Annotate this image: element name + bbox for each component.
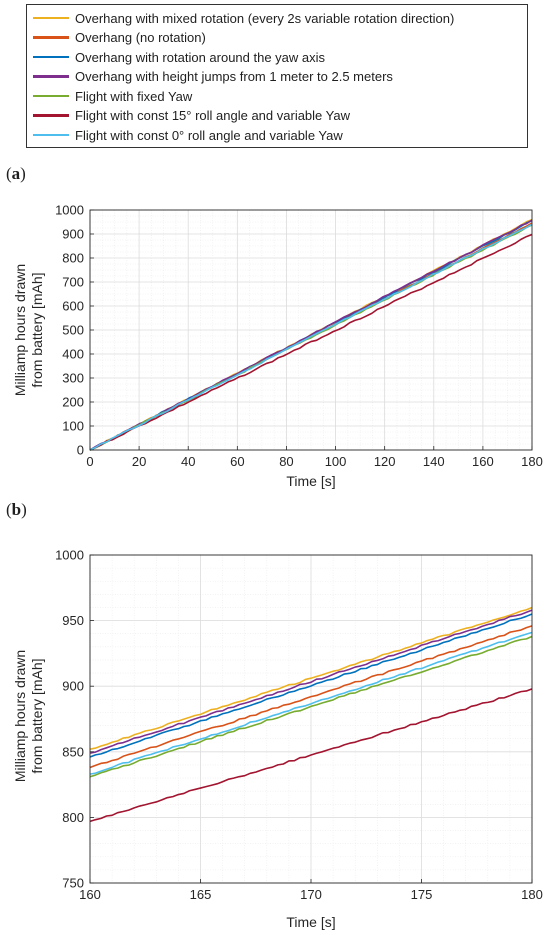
y-axis-label-line1: Milliamp hours drawn [12,650,28,782]
y-tick-label: 750 [62,876,84,891]
legend-label: Flight with const 0° roll angle and vari… [75,127,343,143]
series-line [89,631,533,775]
y-axis-label-line1: Milliamp hours drawn [12,264,28,396]
y-tick-label: 300 [62,371,84,386]
x-tick-label: 160 [79,887,101,902]
x-tick-label: 140 [423,454,445,469]
x-tick-label: 100 [325,454,347,469]
x-tick-label: 170 [300,887,322,902]
y-tick-label: 0 [77,443,84,458]
y-tick-label: 1000 [55,548,84,563]
series-line [89,609,533,754]
y-tick-label: 800 [62,810,84,825]
x-axis-label: Time [s] [286,473,335,489]
y-tick-label: 850 [62,744,84,759]
x-tick-label: 180 [521,454,543,469]
series-line [89,613,533,758]
legend-swatch [33,94,69,98]
x-tick-label: 175 [411,887,433,902]
legend-swatch [33,133,69,137]
y-tick-label: 500 [62,323,84,338]
chart-legend: Overhang with mixed rotation (every 2s v… [26,4,528,148]
y-tick-label: 100 [62,419,84,434]
legend-label: Overhang with rotation around the yaw ax… [75,49,326,65]
legend-item: Overhang with height jumps from 1 meter … [33,68,393,86]
chart-a: 0 20 40 60 80 100 120 140 160 180 0 100 200 300 400 500… [12,203,543,490]
legend-item: Flight with const 0° roll angle and vari… [33,126,343,144]
x-axis-label: Time [s] [286,914,335,930]
x-tick-label: 180 [521,887,543,902]
y-axis-label-line2: from battery [mAh] [29,272,45,387]
series-line [89,635,533,778]
series-line [89,223,533,451]
chart-b: 160 165 170 175 180 750 800 850 900 950 1000 Time … [12,548,543,931]
legend-label: Overhang with height jumps from 1 meter … [75,69,393,84]
x-tick-label: 165 [190,887,212,902]
y-tick-label: 1000 [55,203,84,218]
x-tick-label: 80 [279,454,293,469]
x-tick-label: 60 [230,454,244,469]
x-tick-label: 160 [472,454,494,469]
y-tick-label: 600 [62,299,84,314]
legend-label: Flight with fixed Yaw [75,88,193,104]
legend-label: Flight with const 15° roll angle and var… [75,108,350,123]
x-tick-label: 40 [181,454,195,469]
y-tick-label: 800 [62,251,84,266]
panel-a-tag: (a) [6,164,26,183]
series-line [89,625,533,769]
series-line [89,688,533,823]
y-tick-label: 700 [62,275,84,290]
legend-item: Flight with const 15° roll angle and var… [33,107,350,125]
y-tick-label: 400 [62,347,84,362]
x-tick-label: 0 [86,454,93,469]
y-tick-label: 200 [62,395,84,410]
y-tick-label: 950 [62,613,84,628]
x-tick-label: 20 [132,454,146,469]
legend-swatch [33,114,69,117]
legend-item: Flight with fixed Yaw [33,87,192,105]
series-line [89,606,533,750]
legend-swatch [33,16,69,20]
legend-swatch [33,36,69,39]
series-line [89,233,533,451]
legend-swatch [33,75,69,78]
legend-item: Overhang (no rotation) [33,29,206,47]
legend-label: Overhang (no rotation) [75,30,206,45]
y-tick-label: 900 [62,227,84,242]
legend-item: Overhang with mixed rotation (every 2s v… [33,9,454,27]
legend-label: Overhang with mixed rotation (every 2s v… [75,10,455,26]
y-axis-label-line2: from battery [mAh] [29,658,45,773]
y-tick-label: 900 [62,679,84,694]
legend-item: Overhang with rotation around the yaw ax… [33,48,325,66]
panel-b-tag: (b) [6,500,27,519]
x-tick-label: 120 [374,454,396,469]
legend-swatch [33,55,69,59]
